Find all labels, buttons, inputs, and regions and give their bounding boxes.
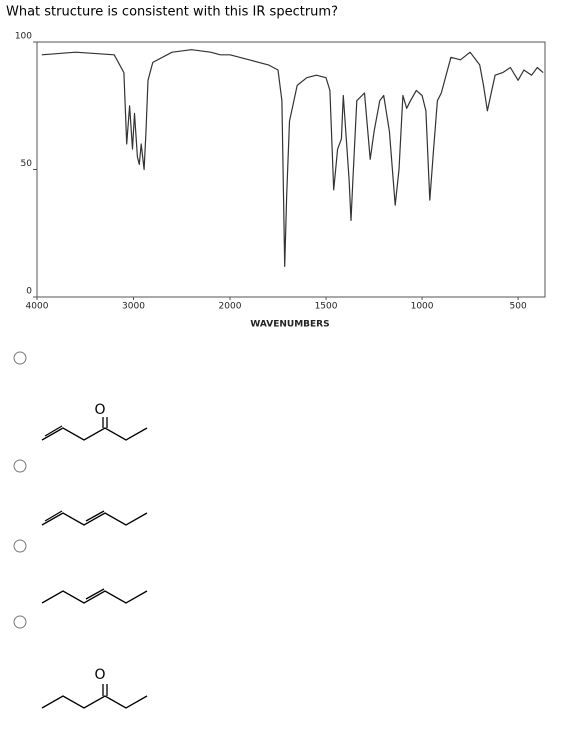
- structure-4: O: [41, 667, 148, 709]
- y-tick-label: 100: [15, 32, 32, 42]
- x-tick-label: 2000: [219, 302, 242, 312]
- x-tick-label: 3000: [122, 302, 145, 312]
- question-text: What structure is consistent with this I…: [6, 5, 338, 20]
- plot-frame: [36, 41, 546, 298]
- x-tick-label: 500: [510, 302, 527, 312]
- radio-option[interactable]: [13, 459, 27, 473]
- structure-1: O: [41, 402, 148, 441]
- structure-2: [41, 510, 148, 526]
- structure-3: [41, 588, 148, 604]
- y-tick-label: 50: [21, 159, 33, 169]
- x-tick-label: 1500: [315, 302, 338, 312]
- x-axis-label: WAVENUMBERS: [250, 320, 329, 330]
- atom-label: O: [94, 402, 105, 418]
- x-tick-label: 4000: [26, 302, 49, 312]
- y-tick-label: 0: [26, 287, 32, 297]
- x-tick-label: 1000: [411, 302, 434, 312]
- radio-option[interactable]: [13, 351, 27, 365]
- radio-option[interactable]: [13, 615, 27, 629]
- atom-label: O: [94, 667, 105, 683]
- spectrum-line: [41, 49, 544, 267]
- radio-option[interactable]: [13, 539, 27, 553]
